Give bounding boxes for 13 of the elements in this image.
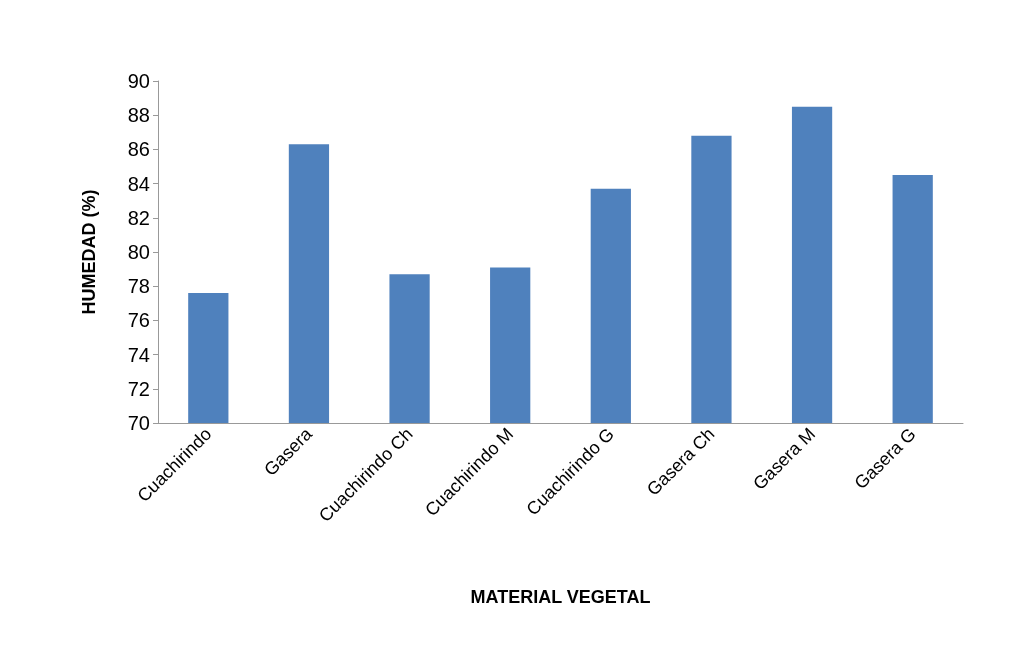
y-tick-label: 88 — [127, 104, 150, 127]
y-tick-label: 72 — [127, 377, 150, 400]
x-axis-title: MATERIAL VEGETAL — [470, 587, 651, 607]
y-axis-title: HUMEDAD (%) — [79, 189, 99, 315]
y-tick-label: 78 — [127, 275, 150, 298]
y-tick-label: 76 — [127, 309, 150, 332]
y-tick-label: 84 — [127, 172, 150, 195]
y-tick-label: 90 — [127, 70, 150, 92]
y-tick-label: 86 — [127, 138, 150, 161]
y-tick-label: 80 — [127, 241, 150, 263]
y-tick-label: 70 — [127, 412, 150, 434]
y-tick-label: 82 — [127, 206, 150, 229]
y-tick-label: 74 — [127, 343, 150, 366]
